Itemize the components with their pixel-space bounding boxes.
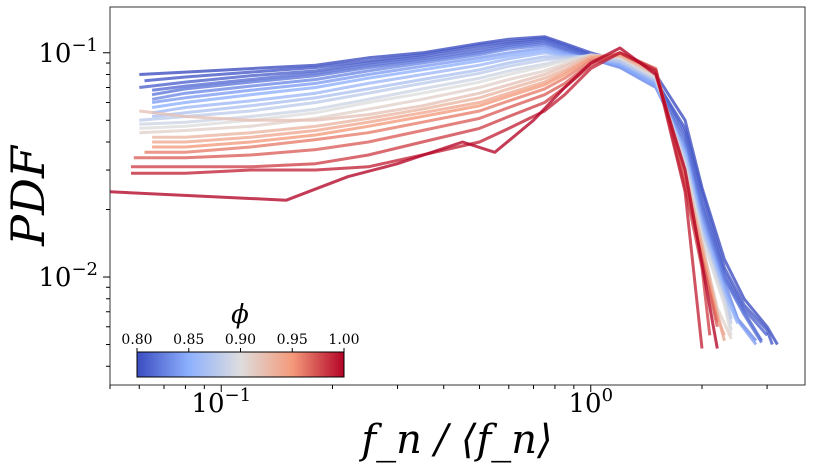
colorbar-tick-label: 0.80 <box>121 332 152 348</box>
y-tick-label: 10−1 <box>38 35 98 69</box>
series-line-17 <box>152 52 719 320</box>
y-axis-label: PDF <box>1 144 55 247</box>
series-line-5 <box>151 43 758 342</box>
series-line-21 <box>131 51 704 349</box>
colorbar: ϕ 0.80 0.85 0.90 0.95 1.00 <box>121 300 360 378</box>
series-line-22 <box>110 46 719 349</box>
y-tick-label: 10−2 <box>38 259 98 293</box>
x-axis-ticks: 10−1 100 <box>109 385 768 419</box>
colorbar-tick-label: 0.90 <box>225 332 256 348</box>
x-tick-label: 10−1 <box>191 385 251 419</box>
plot-frame <box>109 6 806 386</box>
colorbar-gradient <box>136 351 345 378</box>
x-axis-label: f_n / ⟨f_n⟩ <box>358 417 552 463</box>
colorbar-ticks: 0.80 0.85 0.90 0.95 1.00 <box>121 332 360 352</box>
series-line-6 <box>151 46 758 346</box>
series-line-0 <box>139 35 779 346</box>
colorbar-tick-label: 1.00 <box>328 332 359 348</box>
colorbar-label: ϕ <box>231 300 249 330</box>
colorbar-tick-label: 0.95 <box>277 332 308 348</box>
x-tick-label: 100 <box>568 385 613 419</box>
colorbar-tick-label: 0.85 <box>173 332 204 348</box>
series-layer <box>110 35 779 349</box>
